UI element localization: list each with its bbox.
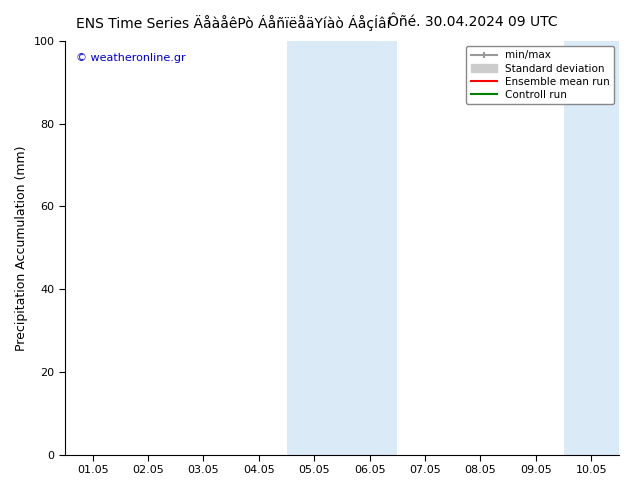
Text: © weatheronline.gr: © weatheronline.gr xyxy=(76,53,186,64)
Text: ENS Time Series ÄåàåêPò ÁåñïëåäYíàò ÁåçÍâí: ENS Time Series ÄåàåêPò ÁåñïëåäYíàò ÁåçÍ… xyxy=(76,15,391,31)
Legend: min/max, Standard deviation, Ensemble mean run, Controll run: min/max, Standard deviation, Ensemble me… xyxy=(467,46,614,104)
Bar xyxy=(564,41,619,455)
Bar xyxy=(287,41,342,455)
Text: Ôñé. 30.04.2024 09 UTC: Ôñé. 30.04.2024 09 UTC xyxy=(388,15,558,29)
Y-axis label: Precipitation Accumulation (mm): Precipitation Accumulation (mm) xyxy=(15,145,28,350)
Bar xyxy=(342,41,398,455)
